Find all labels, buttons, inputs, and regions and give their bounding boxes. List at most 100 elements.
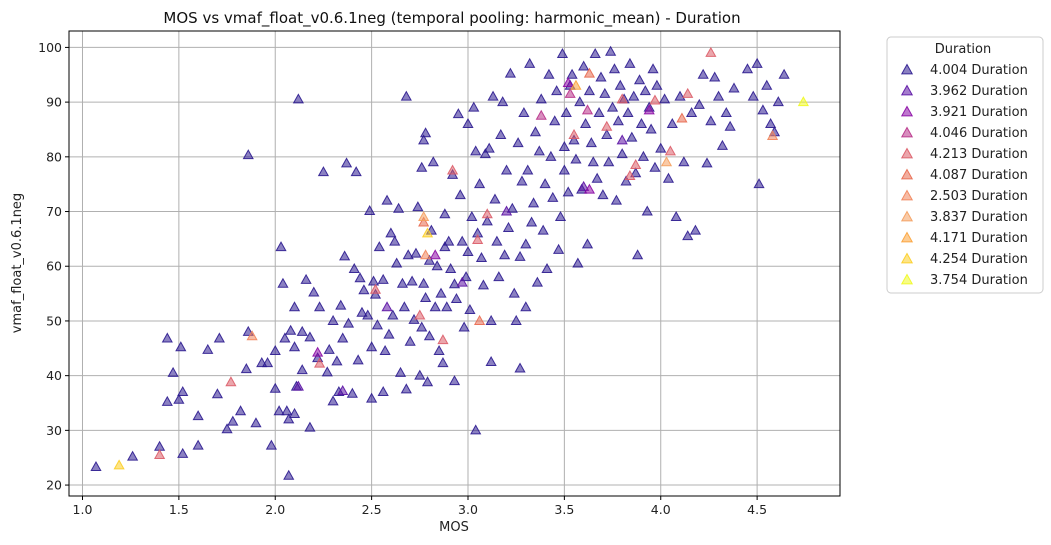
data-point: [371, 319, 384, 330]
data-point: [641, 205, 653, 216]
data-point: [439, 208, 451, 219]
data-point: [340, 157, 353, 168]
y-tick-label: 30: [46, 423, 62, 438]
data-point: [362, 309, 374, 320]
data-point: [423, 254, 436, 265]
data-point: [213, 332, 225, 343]
x-tick-label: 3.5: [554, 502, 574, 517]
data-point: [304, 331, 316, 342]
data-point: [269, 345, 281, 356]
data-point: [562, 76, 574, 87]
data-point: [670, 210, 682, 221]
data-point: [406, 275, 418, 286]
data-point: [373, 241, 385, 252]
y-tick-label: 80: [46, 149, 62, 164]
y-tick-label: 40: [46, 368, 62, 383]
data-point: [535, 109, 547, 120]
data-point: [167, 366, 179, 377]
data-point: [331, 355, 343, 366]
data-point: [751, 57, 763, 68]
data-point: [296, 325, 308, 336]
data-point: [265, 439, 277, 450]
data-point: [547, 191, 559, 202]
data-point: [358, 284, 370, 295]
series-8: [570, 79, 582, 90]
legend-item: 4.254 Duration: [900, 252, 1028, 267]
y-tick-label: 60: [46, 259, 62, 274]
series-7: [418, 156, 673, 221]
data-point: [510, 314, 522, 325]
data-point: [227, 415, 239, 426]
data-point: [678, 156, 690, 167]
data-point: [433, 345, 445, 356]
data-point: [797, 96, 809, 107]
data-point: [630, 159, 642, 170]
data-point: [335, 299, 347, 310]
data-point: [568, 128, 580, 139]
data-point: [591, 172, 603, 183]
y-tick-label: 50: [46, 313, 62, 328]
data-point: [283, 413, 295, 424]
data-point: [364, 204, 376, 215]
data-point: [414, 369, 426, 380]
data-point: [693, 98, 705, 109]
data-point: [716, 139, 729, 150]
data-point: [389, 235, 401, 246]
data-point: [610, 194, 623, 205]
data-point: [637, 150, 649, 161]
data-point: [578, 180, 590, 191]
data-point: [439, 241, 451, 252]
data-point: [470, 424, 482, 435]
legend-label: 4.171 Duration: [930, 231, 1028, 246]
data-point: [572, 257, 584, 268]
x-tick-label: 4.0: [651, 502, 671, 517]
data-point: [321, 366, 333, 377]
data-point: [772, 96, 784, 107]
data-point: [647, 63, 659, 74]
y-axis-label: vmaf_float_v0.6.1neg: [10, 193, 25, 333]
data-point: [275, 241, 287, 252]
data-point: [556, 47, 569, 58]
data-point: [655, 142, 667, 153]
data-point: [446, 164, 459, 175]
data-point: [418, 134, 430, 145]
data-point: [393, 202, 405, 213]
legend-label: 4.046 Duration: [930, 126, 1028, 141]
data-point: [391, 257, 403, 268]
data-point: [674, 90, 686, 101]
data-point: [246, 330, 258, 341]
x-tick-label: 2.5: [362, 502, 382, 517]
data-point: [177, 447, 189, 458]
data-point: [346, 387, 358, 398]
data-point: [514, 362, 526, 373]
data-point: [441, 301, 453, 312]
data-point: [514, 250, 526, 261]
legend-marker: [900, 210, 914, 222]
data-point: [630, 167, 642, 178]
plot-area: [69, 31, 840, 496]
data-point: [549, 115, 561, 126]
data-point: [593, 107, 605, 118]
data-point: [499, 249, 511, 260]
data-point: [583, 67, 596, 78]
data-point: [508, 287, 520, 298]
data-point: [192, 439, 204, 450]
data-point: [460, 271, 472, 282]
data-point: [435, 287, 447, 298]
data-point: [500, 205, 513, 216]
data-point: [599, 87, 611, 98]
data-point: [489, 193, 501, 204]
data-point: [348, 262, 360, 273]
data-point: [443, 235, 455, 246]
data-point: [666, 117, 678, 128]
data-point: [502, 221, 515, 232]
data-point: [705, 115, 717, 126]
legend-marker: [900, 231, 914, 243]
data-point: [379, 345, 391, 356]
data-point: [522, 164, 534, 175]
data-point: [304, 421, 316, 432]
data-point: [616, 93, 628, 104]
data-point: [113, 459, 125, 470]
data-point: [410, 247, 422, 258]
data-point: [383, 328, 395, 339]
